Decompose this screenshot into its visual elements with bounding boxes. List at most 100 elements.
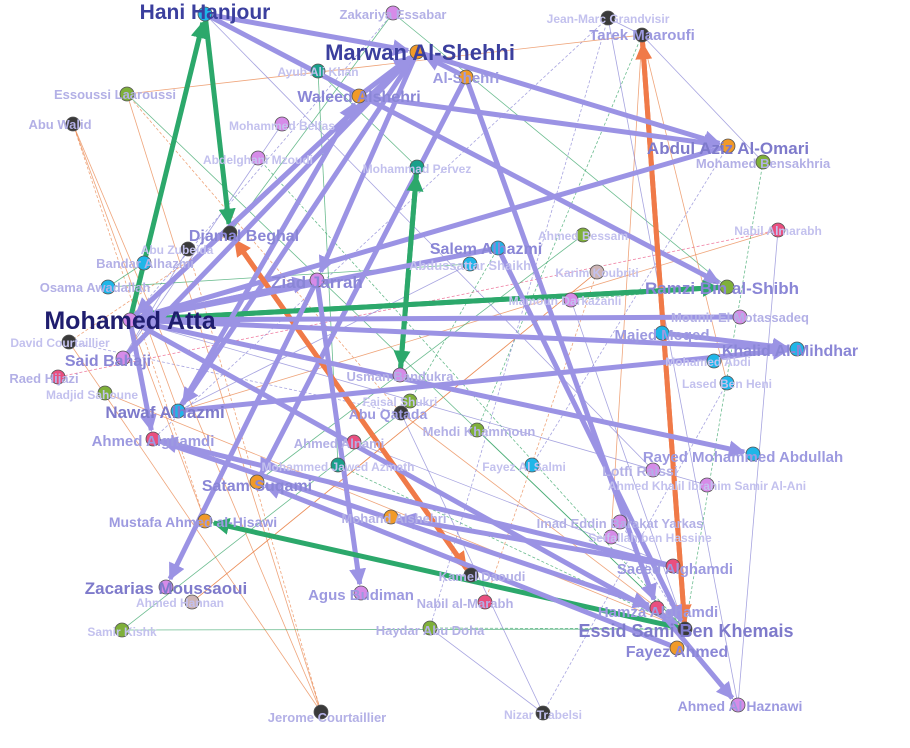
node-salem[interactable] — [490, 240, 506, 256]
node-abuwalid[interactable] — [65, 116, 81, 132]
node-ahmedbessam[interactable] — [575, 227, 591, 243]
node-pervez[interactable] — [409, 159, 425, 175]
node-label-agus: Agus Budiman — [308, 587, 414, 604]
node-label-ahmedbessam: Ahmed Bessam — [538, 229, 628, 243]
node-label-fayez: Fayez Ahmed — [626, 644, 729, 661]
node-bandar[interactable] — [136, 255, 152, 271]
node-label-hamza: Hamza Alghamdi — [598, 604, 718, 621]
thin-edge-abuwalid-nawaf — [72, 123, 179, 412]
node-fayezalsalmi[interactable] — [524, 457, 540, 473]
node-label-essid: Essid Sami Ben Khemais — [578, 621, 793, 641]
highlight-edge-ziad-agus — [315, 284, 367, 586]
node-mzoudi[interactable] — [250, 150, 266, 166]
node-abuqatada[interactable] — [393, 405, 409, 421]
node-label-kamelmid: Kamel Daoudi — [439, 569, 526, 584]
node-ramzi[interactable] — [719, 279, 735, 295]
node-mehdi[interactable] — [469, 422, 485, 438]
node-atta[interactable] — [122, 312, 138, 328]
node-djamel[interactable] — [222, 225, 238, 241]
highlight-edge-hani-marwan — [208, 12, 410, 57]
node-hamza[interactable] — [649, 600, 665, 616]
node-zacarias[interactable] — [158, 579, 174, 595]
node-ahmedkhalil[interactable] — [699, 477, 715, 493]
node-abdussattar[interactable] — [462, 256, 478, 272]
node-nawaf[interactable] — [170, 403, 186, 419]
node-lotfi[interactable] — [645, 462, 661, 478]
node-label-rayed: Rayed Mohammed Abdullah — [643, 449, 843, 466]
node-karim[interactable] — [589, 264, 605, 280]
node-essid[interactable] — [677, 621, 693, 637]
node-marwan[interactable] — [409, 44, 425, 60]
node-mohand[interactable] — [383, 509, 399, 525]
highlight-edge-majed-khalid — [666, 331, 790, 355]
node-mabdi[interactable] — [706, 353, 722, 369]
thin-edge-abuqatada-nizar — [400, 412, 544, 714]
node-satam[interactable] — [249, 474, 265, 490]
node-label-ahmedh: Ahmed Hannan — [136, 596, 224, 610]
node-mustafa[interactable] — [197, 513, 213, 529]
node-haznawi[interactable] — [730, 697, 746, 713]
node-raed[interactable] — [50, 369, 66, 385]
node-osama[interactable] — [100, 279, 116, 295]
highlight-edge-hani-ramzi — [207, 13, 721, 286]
node-jerome[interactable] — [313, 704, 329, 720]
node-label-waleed: Waleed Alshehri — [297, 89, 420, 106]
node-rayed[interactable] — [745, 446, 761, 462]
node-lased[interactable] — [719, 375, 735, 391]
node-abdulaziz[interactable] — [720, 138, 736, 154]
node-madjid[interactable] — [97, 385, 113, 401]
node-nabil2[interactable] — [477, 594, 493, 610]
node-faisal[interactable] — [402, 393, 418, 409]
node-label-abuwalid: Abu Walid — [28, 117, 91, 132]
node-abuzubeida[interactable] — [180, 241, 196, 257]
node-label-khalid: Khalid Al-Mihdhar — [722, 343, 858, 360]
node-ahmedh[interactable] — [184, 594, 200, 610]
node-saeed[interactable] — [665, 558, 681, 574]
node-label-saidbahaji: Said Bahaji — [65, 353, 151, 370]
node-label-djamel: Djamal Beghal — [189, 228, 299, 245]
node-agus[interactable] — [353, 585, 369, 601]
node-alshehri[interactable] — [458, 69, 474, 85]
node-mounir[interactable] — [732, 309, 748, 325]
node-essoussi[interactable] — [119, 86, 135, 102]
node-ahmedgh[interactable] — [145, 431, 161, 447]
node-label-lotfi: Lotfi Raissi — [602, 463, 677, 479]
thin-edge-pervez-ayub — [317, 70, 418, 168]
node-imad[interactable] — [612, 514, 628, 530]
highlight-edge-saidbahaji-marwan — [124, 56, 413, 357]
node-hani[interactable] — [197, 6, 213, 22]
node-jeanmarc[interactable] — [600, 10, 616, 26]
node-khalid[interactable] — [789, 341, 805, 357]
node-seifallah[interactable] — [603, 529, 619, 545]
node-fayez[interactable] — [669, 640, 685, 656]
node-majed[interactable] — [654, 325, 670, 341]
node-jawed[interactable] — [330, 457, 346, 473]
node-ziad[interactable] — [309, 272, 325, 288]
node-ahmednami[interactable] — [346, 434, 362, 450]
node-ayub[interactable] — [310, 63, 326, 79]
node-label-ahmednami: Ahmed Alnami — [294, 436, 385, 451]
highlight-edge-fayez-satam — [263, 482, 674, 649]
thin-edge-lased-tarek — [641, 34, 728, 384]
node-davidc[interactable] — [61, 334, 77, 350]
node-samir[interactable] — [114, 622, 130, 638]
node-bensakhria[interactable] — [755, 154, 771, 170]
thin-edge-samir-essid — [121, 628, 686, 631]
node-zakariya[interactable] — [385, 5, 401, 21]
thin-edge-jeanmarc-ahmedgh — [152, 17, 609, 440]
node-mamoun[interactable] — [563, 292, 579, 308]
node-usman[interactable] — [392, 367, 408, 383]
node-nizar[interactable] — [535, 705, 551, 721]
node-label-fayezalsalmi: Fayez Al Salmi — [482, 460, 566, 474]
thin-edge-mustafa-atta — [129, 319, 206, 522]
node-kamelmid[interactable] — [463, 567, 479, 583]
node-nabil1[interactable] — [770, 222, 786, 238]
node-waleed[interactable] — [351, 88, 367, 104]
node-belfas[interactable] — [274, 116, 290, 132]
highlight-edge-atta-essid — [132, 320, 679, 627]
node-haydar[interactable] — [422, 620, 438, 636]
node-saidbahaji[interactable] — [115, 350, 131, 366]
thin-edge-abuwalid-jerome — [72, 123, 322, 713]
highlight-edge-atta-marwan — [131, 56, 413, 319]
node-tarek[interactable] — [634, 27, 650, 43]
